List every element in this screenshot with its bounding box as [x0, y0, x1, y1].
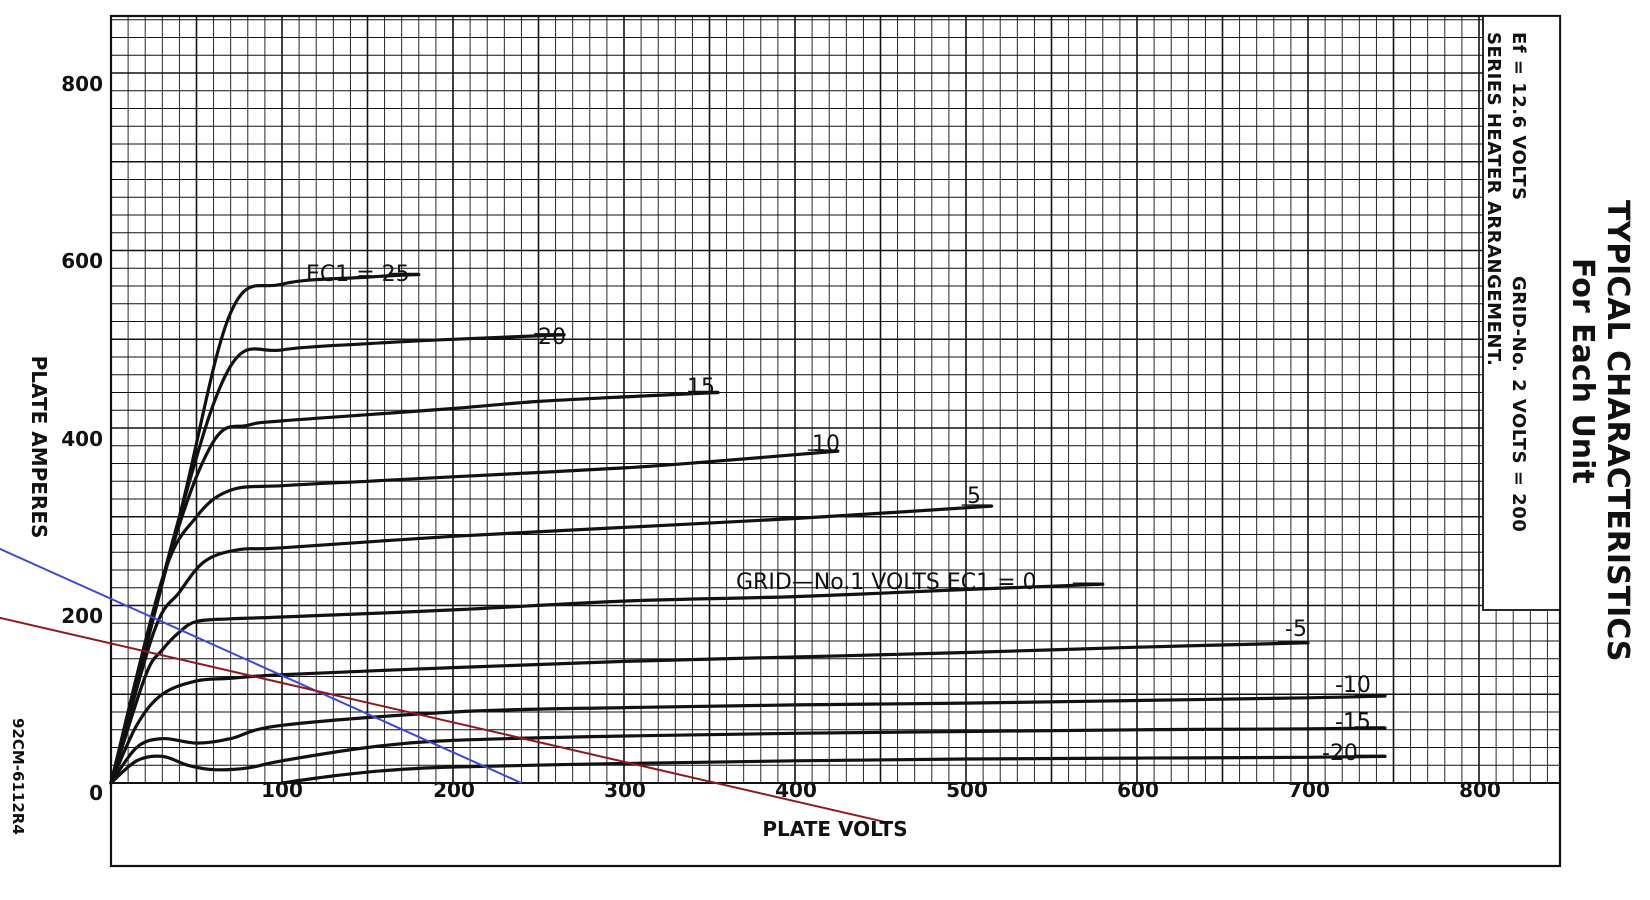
curve-label-25: EC1 = 25	[306, 262, 410, 287]
curve-label-15: 15	[687, 375, 715, 400]
x-axis-label: PLATE VOLTS	[762, 817, 907, 841]
y-tick-label-800: 800	[61, 72, 103, 96]
curve-label-0: GRID—No.1 VOLTS EC1 = 0	[736, 570, 1037, 595]
chart-title: TYPICAL CHARACTERISTICS	[1600, 200, 1635, 661]
y-tick-label-0: 0	[89, 781, 103, 805]
x-tick-label-400: 400	[775, 778, 817, 802]
load-line-1	[0, 547, 522, 784]
x-tick-label-100: 100	[261, 778, 303, 802]
x-tick-label-800: 800	[1459, 778, 1501, 802]
curve-label-20: 20	[538, 325, 566, 350]
y-tick-label-400: 400	[61, 427, 103, 451]
y-tick-label-600: 600	[61, 249, 103, 273]
curve-ec1-10	[109, 449, 840, 785]
load-line-2	[0, 616, 890, 824]
x-tick-label-700: 700	[1288, 778, 1330, 802]
note-box	[1482, 15, 1561, 611]
x-tick-label-200: 200	[433, 778, 475, 802]
label-background	[736, 569, 1106, 593]
curve-label-minus15: -15	[1335, 710, 1371, 735]
heater-volts-note: Ef = 12.6 VOLTS	[1508, 32, 1529, 201]
curve-label-minus10: -10	[1335, 673, 1371, 698]
curve-label-minus5: -5	[1285, 617, 1307, 642]
curve-label-10: 10	[812, 432, 840, 457]
y-tick-label-200: 200	[61, 604, 103, 628]
curve-label-5: 5	[967, 484, 981, 509]
curve-ec1-minus15	[109, 726, 1387, 785]
grid2-volts-note: GRID-No. 2 VOLTS = 200	[1508, 276, 1529, 532]
x-tick-label-300: 300	[604, 778, 646, 802]
x-tick-label-500: 500	[946, 778, 988, 802]
curve-ec1-minus20	[280, 754, 1387, 785]
curve-series	[109, 272, 1387, 785]
load-lines	[0, 547, 890, 824]
curve-label-minus20: -20	[1322, 741, 1358, 766]
curve-ec1-minus10	[109, 694, 1387, 785]
curve-ec1-0	[109, 582, 1105, 785]
series-heater-note: SERIES HEATER ARRANGEMENT.	[1483, 32, 1504, 366]
y-axis-label: PLATE AMPERES	[27, 356, 51, 539]
grid	[111, 16, 1560, 783]
chart-subtitle: For Each Unit	[1565, 258, 1600, 484]
chart-frame	[109, 14, 1562, 868]
curve-ec1-minus5	[109, 641, 1310, 785]
curve-ec1-5	[109, 504, 994, 785]
figure-code: 92CM-6112R4	[9, 718, 27, 835]
x-tick-label-600: 600	[1117, 778, 1159, 802]
